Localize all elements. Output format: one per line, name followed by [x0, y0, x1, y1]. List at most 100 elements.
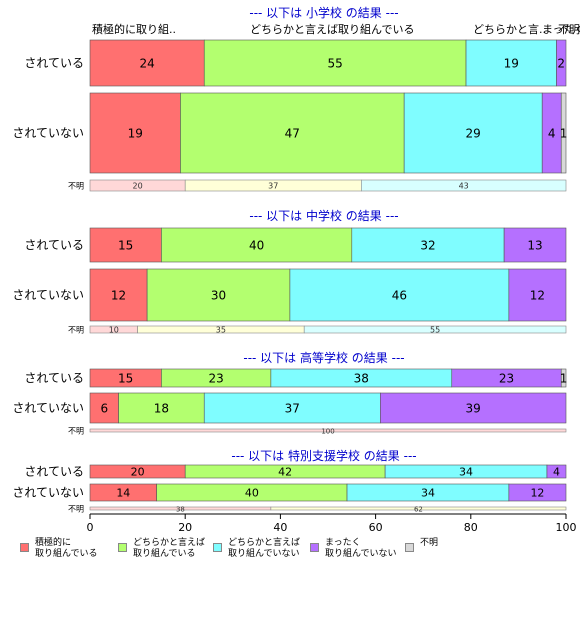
bar-value-label: 40	[245, 487, 259, 500]
bar-value-label: 30	[211, 289, 226, 303]
legend-swatch-unknown	[405, 543, 414, 552]
bar-segment	[89, 392, 119, 424]
bar-value-label: 42	[278, 466, 292, 479]
bar-value-label: 2	[557, 57, 565, 71]
bar-segment	[89, 227, 162, 263]
panel-title: --- 以下は 中学校 の結果 ---	[249, 208, 398, 223]
unknown-bar-segment	[270, 506, 567, 511]
bar-value-label: 34	[421, 487, 435, 500]
unknown-value-label: 20	[133, 182, 143, 191]
bar-value-label: 18	[154, 402, 169, 416]
legend: 積極的に 取り組んでいる どちらかと言えば 取り組んでいる どちらかと言えば 取…	[20, 538, 570, 578]
unknown-row-label: 不明	[68, 427, 84, 436]
legend-label-strongly-engaged: 積極的に 取り組んでいる	[35, 538, 98, 559]
bar-value-label: 1	[560, 372, 568, 386]
bar-value-label: 14	[116, 487, 130, 500]
bar-value-label: 20	[131, 466, 145, 479]
row-label: されていない	[12, 486, 84, 500]
bar-value-label: 12	[530, 487, 544, 500]
row-label: されている	[24, 56, 84, 70]
legend-swatch-not-engaged	[310, 543, 319, 552]
x-axis-tick-label: 20	[178, 521, 192, 534]
bar-value-label: 38	[354, 372, 369, 386]
bar-segment	[89, 268, 148, 322]
unknown-row-label: 不明	[68, 505, 84, 514]
bar-segment	[503, 227, 567, 263]
unknown-value-label: 10	[109, 326, 119, 335]
bar-segment	[203, 39, 467, 87]
panel-title: --- 以下は 小学校 の結果 ---	[249, 5, 398, 20]
bar-value-label: 4	[548, 127, 556, 141]
legend-swatch-strongly-engaged	[20, 543, 29, 552]
bar-value-label: 12	[530, 289, 545, 303]
bar-value-label: 37	[285, 402, 300, 416]
column-header-label: 積極的に取り組..	[92, 22, 176, 36]
bar-value-label: 6	[100, 402, 108, 416]
bar-segment	[89, 39, 205, 87]
bar-segment	[556, 39, 567, 87]
bar-value-label: 15	[118, 239, 133, 253]
panel-title: --- 以下は 特別支援学校 の結果 ---	[231, 448, 416, 463]
bar-value-label: 55	[327, 57, 342, 71]
bar-value-label: 47	[285, 127, 300, 141]
bar-segment	[89, 92, 181, 174]
x-axis-tick-label: 40	[273, 521, 287, 534]
legend-item-strongly-engaged: 積極的に 取り組んでいる	[20, 538, 98, 560]
bar-value-label: 34	[459, 466, 473, 479]
column-header-label: どちらかと言..	[473, 23, 546, 36]
unknown-bar-segment	[361, 179, 567, 192]
bar-segment	[508, 483, 567, 502]
bar-value-label: 39	[466, 402, 481, 416]
bar-segment	[403, 92, 543, 174]
row-label: されていない	[12, 126, 84, 140]
bar-segment	[180, 92, 405, 174]
bar-segment	[203, 392, 381, 424]
bar-value-label: 24	[139, 57, 154, 71]
panel-title: --- 以下は 高等学校 の結果 ---	[243, 350, 404, 365]
row-label: されていない	[12, 401, 84, 415]
bar-segment	[118, 392, 205, 424]
x-axis-tick-label: 80	[464, 521, 478, 534]
bar-value-label: 23	[499, 372, 514, 386]
bar-value-label: 23	[208, 372, 223, 386]
legend-item-unknown: 不明	[405, 538, 438, 552]
bar-segment	[465, 39, 557, 87]
bar-segment	[351, 227, 505, 263]
bar-segment	[560, 92, 567, 174]
legend-label-not-engaged: まったく 取り組んでいない	[325, 538, 397, 559]
unknown-value-label: 100	[321, 428, 334, 436]
bar-segment	[161, 227, 353, 263]
legend-swatch-somewhat-not-engaged	[213, 543, 222, 552]
unknown-value-label: 55	[430, 326, 440, 335]
legend-label-somewhat-engaged: どちらかと言えば 取り組んでいる	[133, 538, 206, 559]
unknown-value-label: 62	[414, 506, 423, 514]
x-axis-tick-label: 100	[556, 521, 577, 534]
row-label: されている	[24, 465, 84, 479]
bar-segment	[546, 464, 567, 479]
column-header-label: まったく..	[542, 23, 580, 36]
legend-swatch-somewhat-engaged	[118, 543, 127, 552]
unknown-value-label: 38	[176, 506, 185, 514]
x-axis-tick-label: 60	[369, 521, 383, 534]
column-header-label: 不明	[558, 23, 580, 36]
legend-label-somewhat-not-engaged: どちらかと言えば 取り組んでいない	[228, 538, 301, 559]
row-label: されている	[24, 371, 84, 385]
bar-value-label: 15	[118, 372, 133, 386]
bar-value-label: 46	[392, 289, 407, 303]
legend-label-unknown: 不明	[420, 538, 439, 548]
bar-value-label: 13	[527, 239, 542, 253]
legend-item-not-engaged: まったく 取り組んでいない	[310, 538, 397, 560]
unknown-bar-segment	[303, 325, 567, 334]
bar-value-label: 29	[466, 127, 481, 141]
bar-value-label: 4	[553, 466, 560, 479]
unknown-value-label: 37	[268, 182, 278, 191]
unknown-value-label: 35	[216, 326, 226, 335]
bar-value-label: 40	[249, 239, 264, 253]
bar-segment	[508, 268, 567, 322]
column-header-label: どちらかと言えば取り組んでいる	[250, 23, 414, 36]
bar-segment	[146, 268, 291, 322]
bar-value-label: 19	[504, 57, 519, 71]
bar-segment	[289, 268, 510, 322]
bar-value-label: 19	[128, 127, 143, 141]
